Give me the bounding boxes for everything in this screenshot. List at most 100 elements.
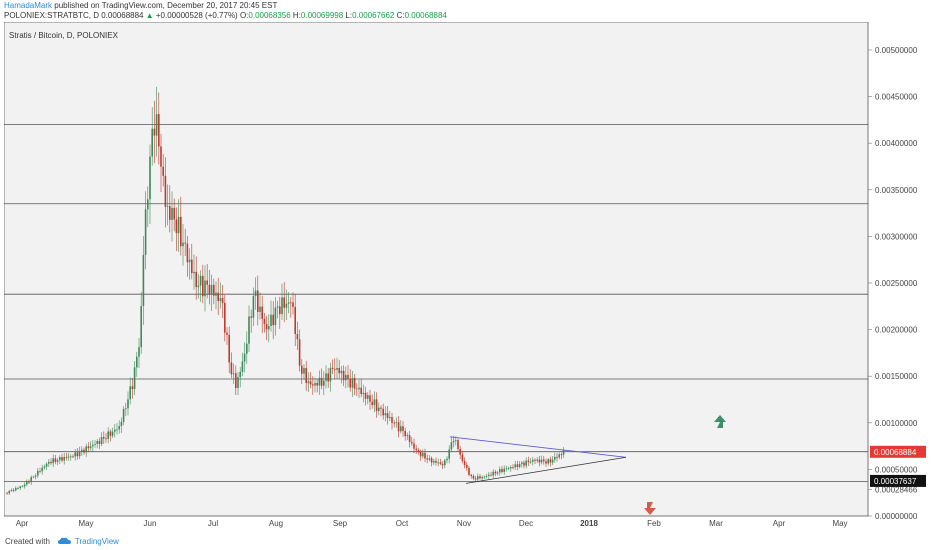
candle-body — [450, 442, 453, 450]
x-tick-label: Apr — [16, 519, 29, 528]
x-tick-label: Jun — [144, 519, 157, 528]
candle-body — [81, 449, 83, 452]
candle-body — [327, 373, 329, 382]
price-chart[interactable]: Stratis / Bitcoin, D, POLONIEX 0.0050000… — [3, 21, 928, 530]
candle-body — [303, 368, 305, 374]
candle-body — [512, 467, 514, 468]
candle-body — [34, 475, 37, 477]
x-tick-label: May — [78, 519, 93, 528]
candle-body — [149, 156, 151, 200]
candle-body — [364, 392, 367, 399]
candle-body — [375, 399, 378, 411]
candle-body — [329, 367, 332, 382]
candle-body — [92, 444, 94, 447]
candle-body — [459, 448, 461, 455]
candle-body — [39, 470, 41, 472]
candle-body — [494, 471, 497, 474]
candle-body — [15, 488, 17, 491]
candle-body — [400, 426, 402, 432]
candle-body — [241, 361, 244, 372]
high-label: H: — [292, 11, 301, 20]
candle-body — [384, 413, 387, 416]
candle-body — [560, 454, 563, 456]
candle-body — [160, 146, 162, 167]
candle-body — [74, 452, 76, 457]
candle-body — [120, 421, 123, 427]
candle-body — [94, 443, 96, 445]
candle-body — [114, 429, 116, 432]
candle-body — [301, 365, 303, 374]
candle-body — [67, 456, 70, 458]
candle-body — [472, 475, 475, 479]
candle-body — [224, 302, 226, 333]
candle-body — [56, 460, 59, 462]
candle-body — [230, 362, 233, 375]
candle-body — [274, 307, 277, 326]
open-label: O: — [239, 11, 249, 20]
candle-body — [96, 441, 98, 444]
candle-body — [485, 475, 488, 477]
candle-body — [208, 284, 211, 295]
footer: Created with TradingView — [0, 532, 932, 550]
chart-area[interactable]: Stratis / Bitcoin, D, POLONIEX 0.0050000… — [3, 21, 928, 530]
candle-body — [457, 440, 459, 449]
candle-body — [415, 448, 417, 451]
candle-body — [562, 450, 565, 455]
pair-title: Stratis / Bitcoin, D, POLONIEX — [9, 31, 119, 40]
candle-body — [406, 435, 409, 437]
candle-body — [422, 452, 424, 457]
candle-body — [142, 254, 145, 306]
candle-body — [351, 378, 354, 388]
x-tick-label: Feb — [647, 519, 661, 528]
candle-body — [221, 298, 224, 303]
current-price-label: 0.00068884 — [874, 448, 917, 457]
candle-body — [441, 463, 444, 466]
candle-body — [213, 284, 215, 296]
triangle-upper-line — [449, 436, 627, 458]
candle-body — [78, 451, 81, 457]
candle-body — [290, 302, 292, 304]
plot-background — [4, 22, 868, 516]
candle-body — [52, 458, 54, 464]
candle-body — [505, 468, 508, 470]
y-tick-label: 0.00500000 — [875, 46, 918, 55]
candle-body — [63, 457, 65, 461]
candle-body — [543, 459, 545, 462]
candle-body — [474, 478, 477, 480]
candle-body — [279, 306, 281, 315]
candle-body — [138, 347, 140, 357]
up-arrow-icon — [714, 415, 726, 428]
candle-body — [215, 292, 217, 296]
candle-body — [26, 481, 28, 485]
candle-body — [105, 438, 107, 440]
author-link[interactable]: HamadaMark — [4, 1, 53, 10]
candle-body — [109, 431, 112, 436]
candle-body — [155, 114, 158, 136]
candle-body — [276, 306, 279, 308]
candle-body — [153, 128, 156, 136]
candle-body — [382, 408, 384, 416]
candle-body — [380, 407, 382, 409]
candle-body — [19, 486, 21, 489]
created-with-text: Created with — [5, 536, 50, 546]
candle-body — [452, 440, 455, 443]
candle-body — [54, 458, 57, 462]
tradingview-logo[interactable]: TradingView — [57, 537, 119, 546]
candle-body — [501, 469, 503, 472]
candle-body — [342, 370, 345, 381]
candle-body — [228, 335, 230, 363]
candle-body — [411, 441, 413, 444]
candle-body — [312, 384, 314, 386]
candle-body — [164, 175, 167, 207]
candle-body — [232, 373, 235, 375]
last-price: 0.00068884 — [101, 11, 144, 20]
candle-body — [516, 464, 519, 467]
candle-body — [492, 471, 494, 476]
candle-body — [48, 461, 50, 464]
candle-body — [70, 456, 72, 458]
plot-border — [3, 21, 869, 517]
candle-body — [89, 446, 92, 449]
candle-body — [540, 459, 543, 463]
candle-body — [547, 459, 549, 464]
candle-body — [430, 458, 433, 463]
